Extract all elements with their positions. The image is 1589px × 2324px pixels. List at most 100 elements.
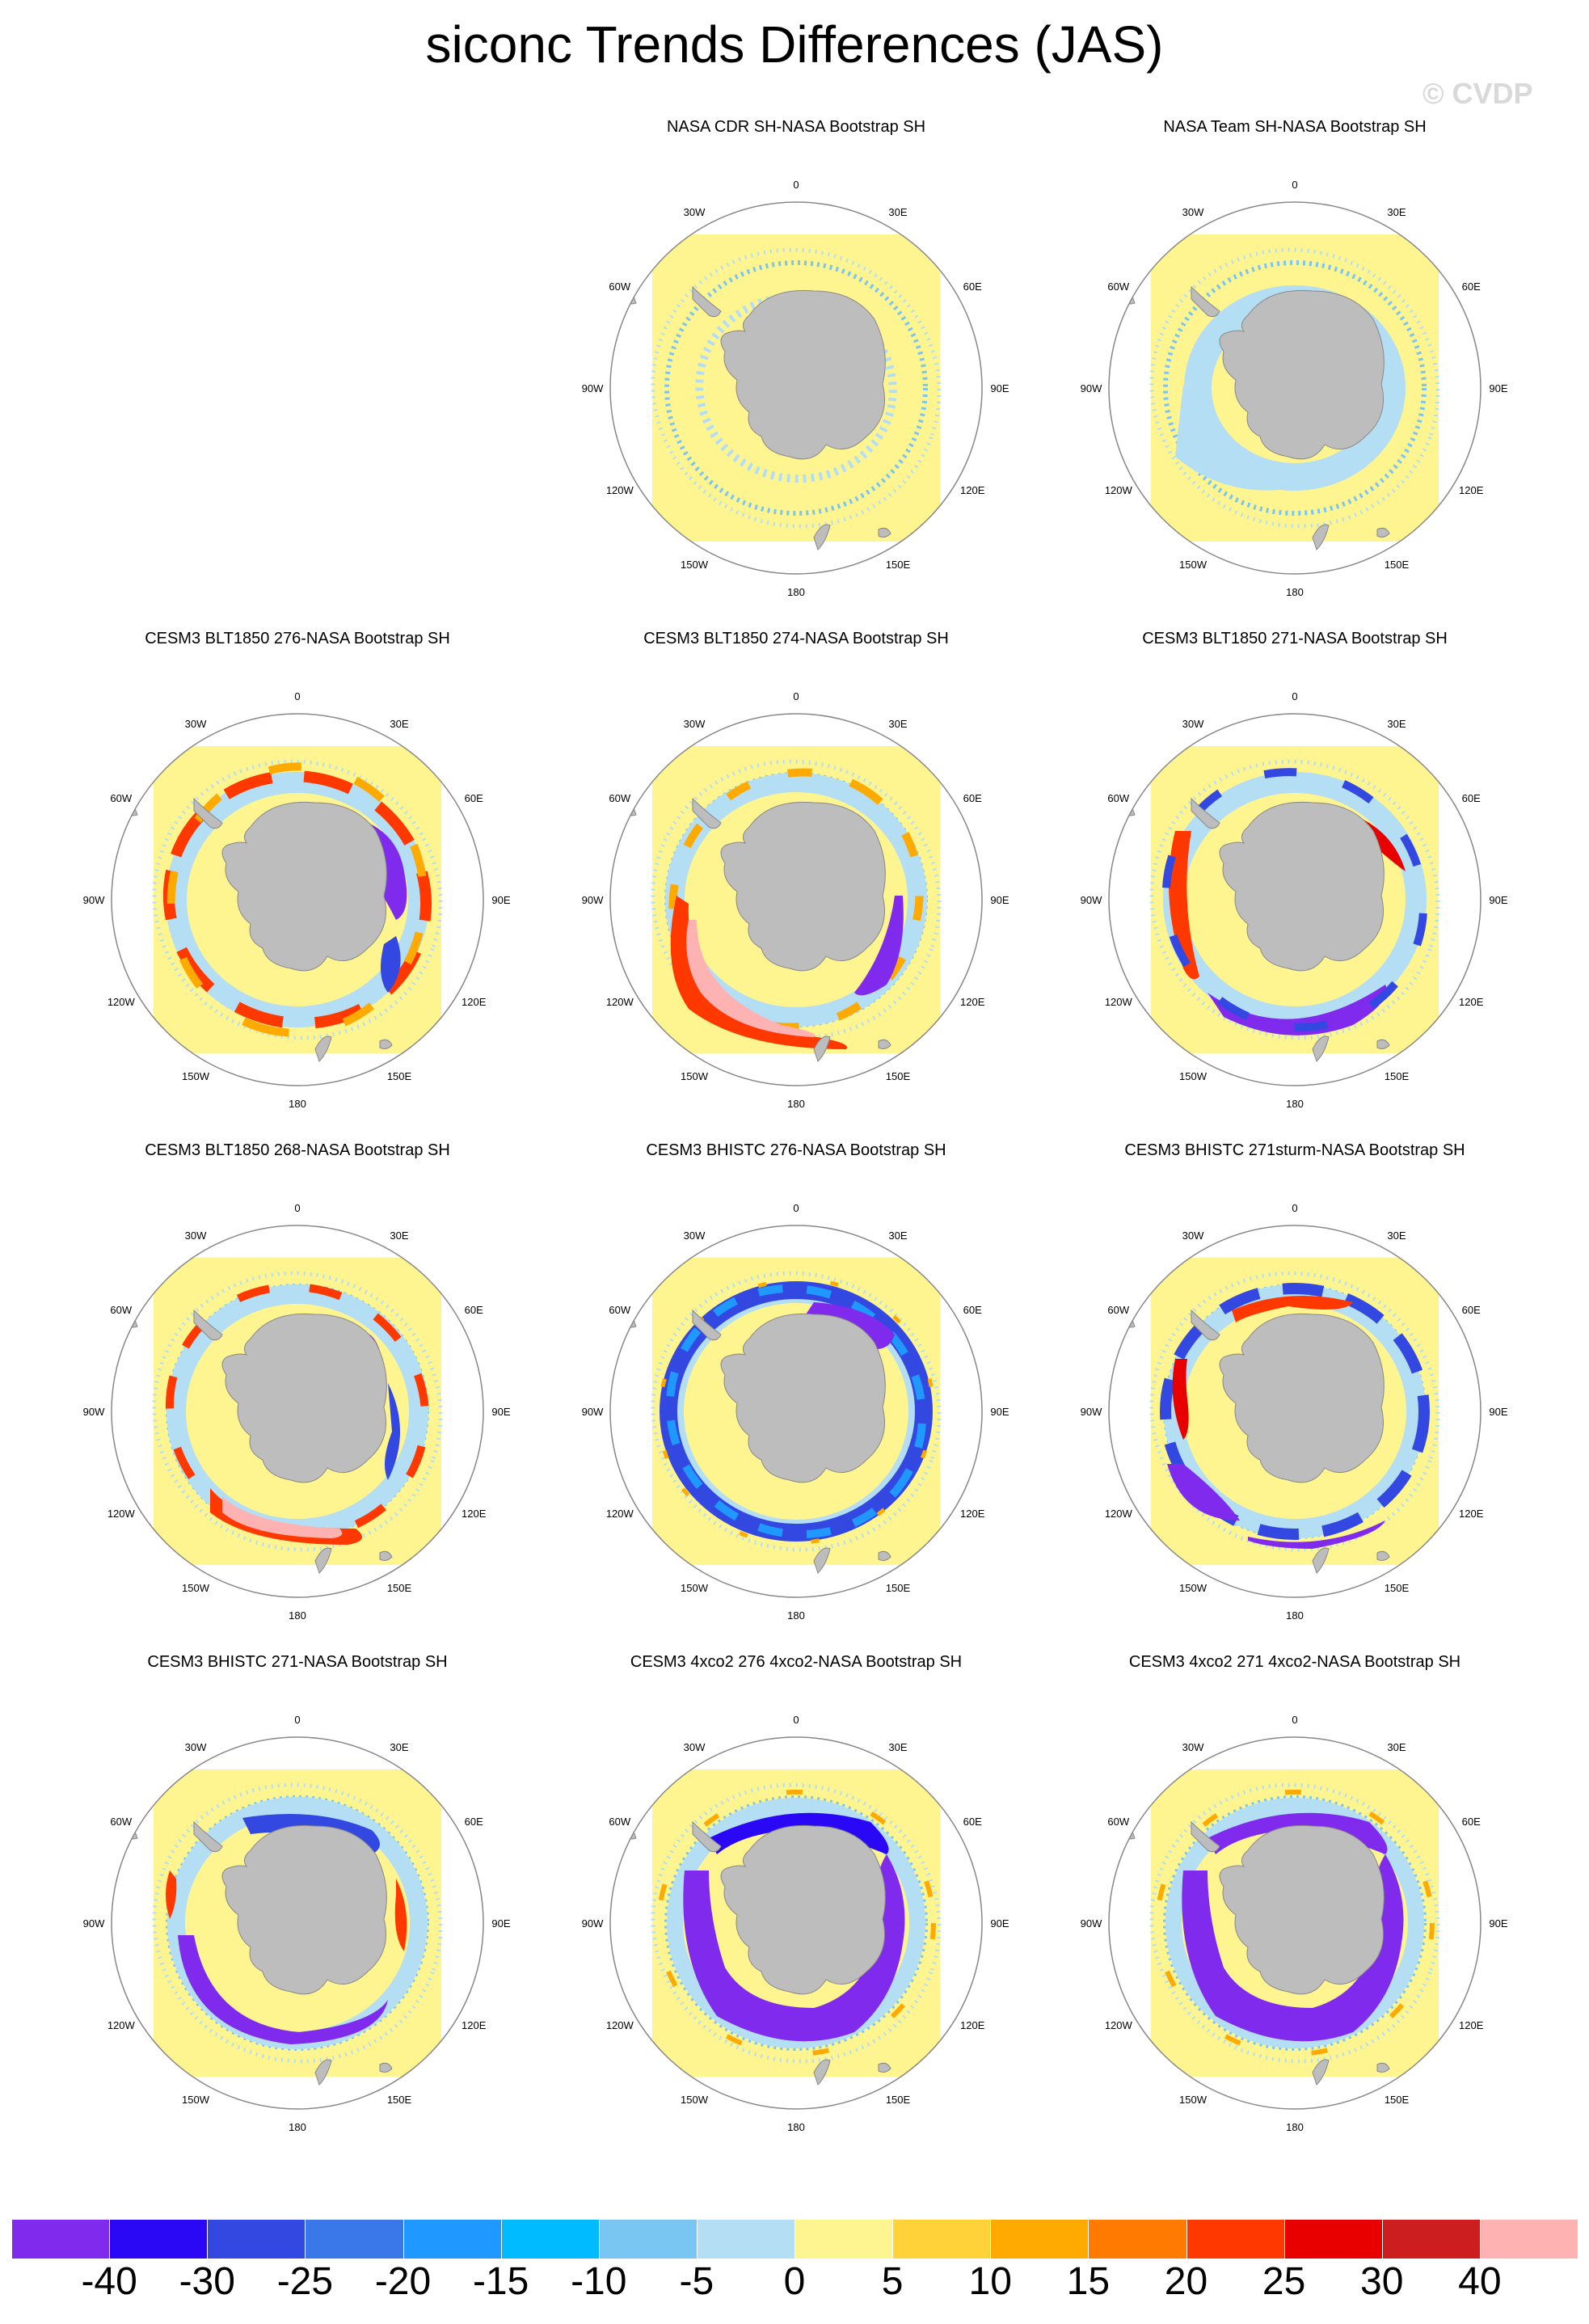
map-boundary (609, 1225, 983, 1598)
colorbar-swatch (1284, 2220, 1383, 2259)
longitude-label: 30W (1182, 206, 1204, 218)
longitude-label: 60W (609, 280, 630, 293)
tasmania (1376, 527, 1390, 538)
colorbar-swatch (1089, 2220, 1187, 2259)
colorbar-swatch (403, 2220, 502, 2259)
longitude-label: 180 (1286, 1098, 1304, 1110)
panel-title: CESM3 BHISTC 271-NASA Bootstrap SH (147, 1653, 448, 1671)
longitude-label: 150E (1385, 559, 1410, 571)
longitude-label: 120W (107, 996, 136, 1008)
trend-patch (1175, 384, 1292, 491)
trend-band (166, 762, 428, 1037)
longitude-label: 0 (793, 1202, 799, 1214)
colorbar-tick-label: 10 (968, 2260, 1012, 2303)
colorbar-swatch (893, 2220, 992, 2259)
trend-band (1149, 1271, 1440, 1552)
longitude-label: 150W (681, 2094, 709, 2106)
longitude-label: 0 (1292, 1202, 1297, 1214)
map-panel: CESM3 BHISTC 271sturm-NASA Bootstrap SH 0… (1046, 1141, 1544, 1642)
longitude-label: 30W (684, 206, 706, 218)
longitude-label: 90W (1081, 1406, 1102, 1418)
antarctic-peninsula (1191, 285, 1220, 318)
longitude-label: 60E (963, 1304, 982, 1316)
panel-title: CESM3 BLT1850 274-NASA Bootstrap SH (643, 630, 949, 647)
longitude-label: 60W (609, 1304, 630, 1316)
polar-map: 0 30E 60E 90E 120E 150E 180 150W 120W 90W 60W 30W (1081, 179, 1508, 598)
trend-patch (394, 1879, 407, 1951)
longitude-label: 60W (110, 1816, 132, 1828)
trend-patch (1208, 1812, 1388, 1854)
colorbar-tick-label: -5 (679, 2260, 714, 2303)
longitude-label: 30E (1387, 1229, 1406, 1242)
map-panel: NASA CDR SH-NASA Bootstrap SH 0 30E 60E 90E 1… (547, 117, 1045, 618)
trend-patch (709, 1812, 889, 1854)
longitude-label: 60W (110, 1304, 132, 1316)
longitude-label: 120W (1105, 484, 1133, 496)
colorbar-swatch (697, 2220, 795, 2259)
longitude-label: 150W (1179, 1070, 1208, 1082)
longitude-label: 30W (1182, 1229, 1204, 1242)
longitude-label: 0 (793, 1714, 799, 1726)
antarctic-peninsula (1191, 1309, 1220, 1341)
trend-band (166, 772, 429, 1027)
longitude-label: 180 (1286, 1609, 1304, 1622)
new-zealand (813, 1547, 831, 1574)
colorbar-tick-label: 25 (1262, 2260, 1306, 2303)
longitude-label: 150W (681, 1070, 709, 1082)
longitude-label: 90W (1081, 382, 1102, 394)
longitude-label: 120E (462, 2019, 487, 2031)
longitude-label: 90W (83, 1406, 105, 1418)
antarctic-peninsula (692, 1309, 722, 1341)
longitude-label: 150E (886, 1070, 911, 1082)
longitude-label: 120E (960, 484, 985, 496)
polar-map: 0 30E 60E 90E 120E 150E 180 150W 120W 90W 60W 30W (1081, 1202, 1508, 1622)
antarctic-peninsula (193, 1820, 223, 1853)
antarctica-landmass (720, 801, 886, 972)
colorbar-tick-label: 0 (783, 2260, 806, 2303)
colorbar-tick-label: -30 (179, 2260, 235, 2303)
antarctic-peninsula (692, 797, 722, 829)
longitude-label: 60E (1462, 1304, 1481, 1316)
antarctica-landmass (1219, 1824, 1385, 1995)
longitude-label: 60W (609, 792, 630, 804)
trend-patch (686, 920, 816, 1037)
polar-map: 0 30E 60E 90E 120E 150E 180 150W 120W 90W 60W 30W (1081, 690, 1508, 1110)
tasmania (878, 2062, 891, 2073)
longitude-label: 90W (83, 894, 105, 906)
trend-band (1155, 1790, 1435, 2056)
antarctica-landmass (221, 1313, 387, 1483)
longitude-label: 60E (1462, 1816, 1481, 1828)
trend-band (1149, 1782, 1440, 2064)
panel-title: CESM3 BLT1850 271-NASA Bootstrap SH (1142, 630, 1448, 647)
new-zealand (314, 1035, 332, 1062)
longitude-label: 150E (1385, 1582, 1410, 1594)
trend-band (1149, 759, 1440, 1040)
antarctic-peninsula (692, 1820, 722, 1853)
map-boundary (609, 201, 983, 575)
longitude-label: 60W (1107, 1816, 1129, 1828)
new-zealand (1312, 2059, 1330, 2086)
longitude-label: 120E (960, 996, 985, 1008)
longitude-label: 90E (1489, 894, 1507, 906)
antarctica-landmass (720, 289, 886, 460)
trend-patch (166, 1871, 177, 1919)
longitude-label: 30E (888, 1229, 907, 1242)
longitude-label: 180 (787, 1098, 805, 1110)
longitude-label: 60W (1107, 792, 1129, 804)
trend-band (665, 1284, 927, 1539)
trend-band (656, 1790, 936, 2056)
trend-band (651, 1782, 942, 2064)
longitude-label: 0 (294, 1202, 300, 1214)
longitude-label: 120W (1105, 1508, 1133, 1520)
longitude-label: 120W (107, 1508, 136, 1520)
map-panel: CESM3 BLT1850 276-NASA Bootstrap SH 0 30E 6… (48, 629, 546, 1130)
longitude-label: 150W (1179, 2094, 1208, 2106)
colorbar-tick-label: -15 (472, 2260, 529, 2303)
longitude-label: 90W (582, 382, 604, 394)
longitude-label: 120W (606, 484, 634, 496)
longitude-label: 60E (465, 792, 483, 804)
trend-band (152, 759, 443, 1040)
tasmania (379, 2062, 393, 2073)
longitude-label: 60E (465, 1816, 483, 1828)
trend-patch (670, 896, 848, 1049)
